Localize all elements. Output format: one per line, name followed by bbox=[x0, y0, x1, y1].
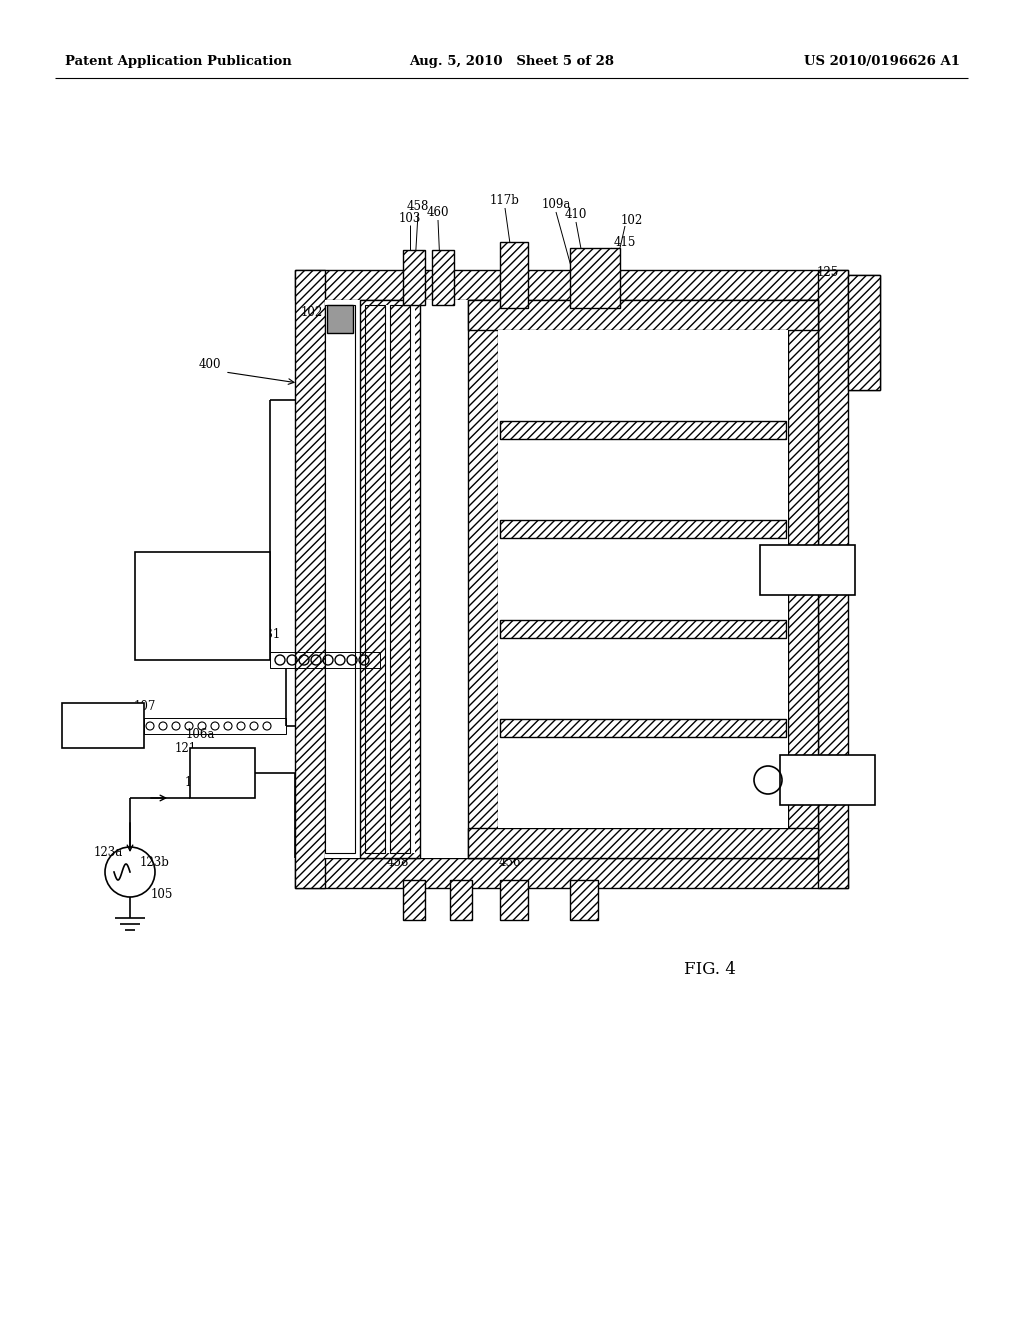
Bar bbox=[327, 305, 353, 333]
Text: 138: 138 bbox=[797, 564, 819, 577]
Text: 121: 121 bbox=[175, 742, 197, 755]
Text: 110d: 110d bbox=[628, 424, 657, 436]
Text: 415: 415 bbox=[613, 236, 636, 249]
Bar bbox=[848, 275, 880, 389]
Text: 117b: 117b bbox=[490, 194, 520, 206]
Bar bbox=[135, 552, 270, 660]
Bar bbox=[468, 828, 818, 858]
Text: 107: 107 bbox=[134, 700, 157, 713]
Text: 110b: 110b bbox=[628, 622, 658, 635]
Text: 123b: 123b bbox=[140, 855, 170, 869]
Bar bbox=[500, 421, 786, 438]
Text: 452: 452 bbox=[797, 343, 819, 356]
Text: 456: 456 bbox=[499, 855, 521, 869]
Bar bbox=[498, 330, 788, 828]
Text: 131: 131 bbox=[259, 628, 282, 642]
Bar bbox=[365, 305, 385, 853]
Bar bbox=[500, 520, 786, 539]
Text: 109b: 109b bbox=[635, 832, 665, 845]
Bar bbox=[500, 719, 786, 738]
Text: 116: 116 bbox=[369, 482, 391, 495]
Text: 118: 118 bbox=[817, 774, 839, 787]
Text: 122: 122 bbox=[174, 595, 196, 609]
Text: 101: 101 bbox=[475, 561, 497, 574]
Bar bbox=[403, 880, 425, 920]
Text: 107: 107 bbox=[91, 719, 115, 733]
Text: 111: 111 bbox=[475, 801, 497, 814]
Text: 454: 454 bbox=[444, 801, 467, 814]
Bar bbox=[403, 249, 425, 305]
Text: 109a: 109a bbox=[542, 198, 570, 211]
Text: 125: 125 bbox=[817, 265, 839, 279]
Text: 103: 103 bbox=[398, 211, 421, 224]
Bar bbox=[818, 271, 848, 888]
Bar bbox=[450, 880, 472, 920]
Text: 109b: 109b bbox=[635, 404, 665, 417]
Text: 110c: 110c bbox=[629, 523, 657, 536]
Bar bbox=[190, 748, 255, 799]
Text: 118: 118 bbox=[816, 774, 840, 787]
Text: 458: 458 bbox=[407, 201, 429, 214]
Bar bbox=[365, 305, 415, 853]
Text: 460: 460 bbox=[427, 206, 450, 219]
Text: 410: 410 bbox=[565, 209, 587, 222]
Bar bbox=[500, 620, 786, 638]
Bar bbox=[500, 242, 528, 308]
Text: 400: 400 bbox=[199, 359, 221, 371]
Bar bbox=[468, 300, 498, 858]
Bar bbox=[360, 300, 420, 858]
Text: 109a: 109a bbox=[490, 837, 520, 850]
Text: 405: 405 bbox=[443, 418, 466, 432]
Bar bbox=[144, 718, 286, 734]
Bar bbox=[325, 305, 355, 853]
Text: US 2010/0196626 A1: US 2010/0196626 A1 bbox=[804, 55, 961, 69]
Bar bbox=[570, 880, 598, 920]
Text: 412: 412 bbox=[509, 348, 531, 362]
Bar bbox=[432, 249, 454, 305]
Text: 135: 135 bbox=[331, 396, 353, 409]
Bar bbox=[390, 305, 410, 853]
Bar bbox=[325, 300, 818, 858]
Bar bbox=[570, 248, 620, 308]
Bar bbox=[295, 271, 325, 888]
Bar bbox=[468, 300, 818, 330]
Text: 123a: 123a bbox=[93, 846, 123, 858]
Text: 102: 102 bbox=[621, 214, 643, 227]
Text: FIG. 4: FIG. 4 bbox=[684, 961, 736, 978]
Bar bbox=[62, 704, 144, 748]
Bar bbox=[270, 652, 380, 668]
Text: 138: 138 bbox=[796, 564, 820, 577]
Bar bbox=[295, 858, 848, 888]
Text: 105: 105 bbox=[151, 888, 173, 902]
Text: 117a: 117a bbox=[656, 432, 686, 445]
Text: 122: 122 bbox=[178, 603, 202, 616]
Text: Patent Application Publication: Patent Application Publication bbox=[65, 55, 292, 69]
Text: 104: 104 bbox=[738, 681, 761, 694]
Text: 106b: 106b bbox=[185, 776, 215, 789]
Text: 106a: 106a bbox=[185, 729, 215, 742]
Text: 458: 458 bbox=[387, 855, 410, 869]
Bar bbox=[780, 755, 874, 805]
Text: 114: 114 bbox=[403, 354, 426, 367]
Text: 102: 102 bbox=[301, 305, 324, 318]
Bar bbox=[500, 880, 528, 920]
Bar bbox=[760, 545, 855, 595]
Bar bbox=[788, 300, 818, 858]
Bar bbox=[295, 271, 848, 300]
Text: Aug. 5, 2010   Sheet 5 of 28: Aug. 5, 2010 Sheet 5 of 28 bbox=[410, 55, 614, 69]
Text: 134: 134 bbox=[249, 589, 271, 602]
Text: 110a: 110a bbox=[629, 722, 657, 735]
